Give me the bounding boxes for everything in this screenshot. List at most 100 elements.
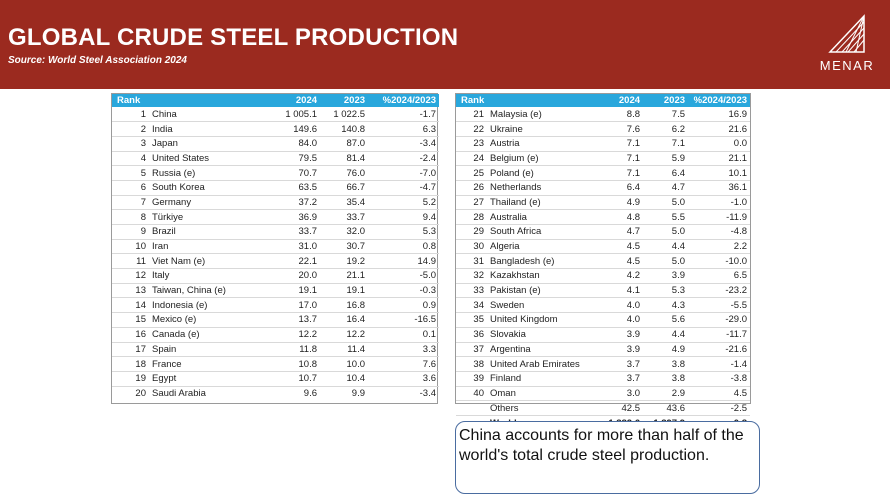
rank-cell: 6 [112, 180, 150, 196]
rank-cell: 24 [456, 151, 488, 167]
change-cell: -21.6 [688, 342, 751, 358]
value-2023-cell: 5.3 [643, 283, 689, 299]
change-cell: 3.6 [368, 371, 440, 387]
value-2024-cell: 19.1 [276, 283, 321, 299]
value-2024-cell: 13.7 [276, 312, 321, 328]
value-2024-cell: 4.0 [599, 297, 644, 314]
value-2024-cell: 4.9 [599, 195, 644, 211]
rank-cell [456, 400, 488, 416]
value-2023-cell: 10.4 [320, 371, 369, 387]
header-2024: 2024 [276, 94, 321, 107]
country-cell: Others [488, 400, 600, 416]
table-row: 20 Saudi Arabia 9.6 9.9 -3.4 [112, 386, 439, 401]
value-2023-cell: 19.1 [320, 283, 369, 299]
change-cell: 0.9 [368, 297, 440, 314]
table-row: 27 Thailand (e) 4.9 5.0 -1.0 [456, 195, 751, 211]
change-cell: -16.5 [368, 312, 440, 328]
table-row: 19 Egypt 10.7 10.4 3.6 [112, 371, 440, 387]
value-2023-cell: 5.0 [643, 224, 689, 240]
table-row: 6 South Korea 63.5 66.7 -4.7 [112, 180, 440, 196]
value-2024-cell: 84.0 [276, 136, 321, 152]
value-2024-cell: 149.6 [276, 121, 321, 137]
value-2023-cell: 66.7 [320, 180, 369, 196]
rank-cell: 1 [112, 107, 150, 123]
country-cell: United States [150, 151, 277, 167]
rank-cell: 27 [456, 195, 488, 211]
table-row: 29 South Africa 4.7 5.0 -4.8 [456, 224, 751, 240]
country-cell: Poland (e) [488, 165, 600, 181]
table-row: 10 Iran 31.0 30.7 0.8 [112, 239, 440, 255]
value-2023-cell: 30.7 [320, 239, 369, 255]
country-cell: Egypt [150, 371, 277, 387]
value-2023-cell: 33.7 [320, 209, 369, 225]
value-2023-cell: 43.6 [643, 400, 689, 416]
table-row: 8 Türkiye 36.9 33.7 9.4 [112, 209, 440, 225]
value-2023-cell: 76.0 [320, 165, 369, 181]
change-cell: -1.4 [688, 356, 751, 372]
country-cell: Mexico (e) [150, 312, 277, 328]
table-row: 1 China 1 005.1 1 022.5 -1.7 [112, 107, 440, 123]
change-cell: -5.5 [688, 297, 751, 314]
rank-cell: 40 [456, 386, 488, 402]
table-row: 26 Netherlands 6.4 4.7 36.1 [456, 180, 751, 196]
country-cell: Canada (e) [150, 327, 277, 343]
value-2023-cell: 16.4 [320, 312, 369, 328]
rank-cell: 31 [456, 253, 488, 270]
rank-cell: 30 [456, 239, 488, 255]
value-2024-cell: 9.6 [303, 388, 318, 400]
change-cell: 21.6 [688, 121, 751, 137]
rank-cell: 38 [456, 356, 488, 372]
change-cell: -10.0 [688, 253, 751, 270]
header-2023: 2023 [320, 94, 369, 107]
header-rank: Rank [112, 94, 277, 107]
table-header-row: Rank 2024 2023 %2024/2023 [112, 94, 440, 107]
change-cell: 0.8 [368, 239, 440, 255]
table-row: 21 Malaysia (e) 8.8 7.5 16.9 [456, 107, 751, 123]
change-cell: 4.5 [688, 386, 751, 402]
change-cell: -1.7 [368, 107, 440, 123]
value-2023-cell: 12.2 [320, 327, 369, 343]
country-cell: Algeria [488, 239, 600, 255]
rank-cell: 17 [112, 342, 150, 358]
rank-cell: 39 [456, 371, 488, 387]
change-cell: 36.1 [688, 180, 751, 196]
change-cell: 6.5 [688, 268, 751, 284]
change-cell: 5.3 [368, 224, 440, 240]
rank-cell: 10 [112, 239, 150, 255]
table-row: 7 Germany 37.2 35.4 5.2 [112, 195, 440, 211]
table-header-row: Rank 2024 2023 %2024/2023 [456, 94, 751, 107]
rank-cell: 34 [456, 297, 488, 314]
change-cell: -1.0 [688, 195, 751, 211]
country-cell: Iran [150, 239, 277, 255]
header-change: %2024/2023 [688, 94, 751, 107]
country-cell: South Africa [488, 224, 600, 240]
value-2023-cell: 4.3 [643, 297, 689, 314]
logo-text: MENAR [819, 58, 875, 73]
rank-cell: 28 [456, 209, 488, 225]
country-cell: Brazil [150, 224, 277, 240]
rank-cell: 29 [456, 224, 488, 240]
change-cell: 3.3 [368, 342, 440, 358]
country-cell: Japan [150, 136, 277, 152]
rank-cell: 7 [112, 195, 150, 211]
table-row: 2 India 149.6 140.8 6.3 [112, 121, 440, 137]
value-2024-cell: 4.2 [599, 268, 644, 284]
value-2024-cell: 31.0 [276, 239, 321, 255]
value-2023-cell: 32.0 [320, 224, 369, 240]
value-2023-cell: 10.0 [320, 356, 369, 372]
value-2024-cell: 4.0 [599, 312, 644, 328]
table-row: 17 Spain 11.8 11.4 3.3 [112, 342, 440, 358]
rank-cell: 23 [456, 136, 488, 152]
rank-cell: 15 [112, 312, 150, 328]
value-2023-cell: 81.4 [320, 151, 369, 167]
rank-cell: 21 [456, 107, 488, 123]
change-cell: -5.0 [368, 268, 440, 284]
note-callout: China accounts for more than half of the… [455, 421, 760, 494]
value-2024-cell: 37.2 [276, 195, 321, 211]
source-caption: Source: World Steel Association 2024 [8, 55, 187, 66]
change-cell: 10.1 [688, 165, 751, 181]
value-2024-cell: 8.8 [599, 107, 644, 123]
value-2024-cell: 1 005.1 [276, 107, 321, 123]
value-2024-cell: 20.0 [276, 268, 321, 284]
value-2023-cell: 5.0 [643, 195, 689, 211]
